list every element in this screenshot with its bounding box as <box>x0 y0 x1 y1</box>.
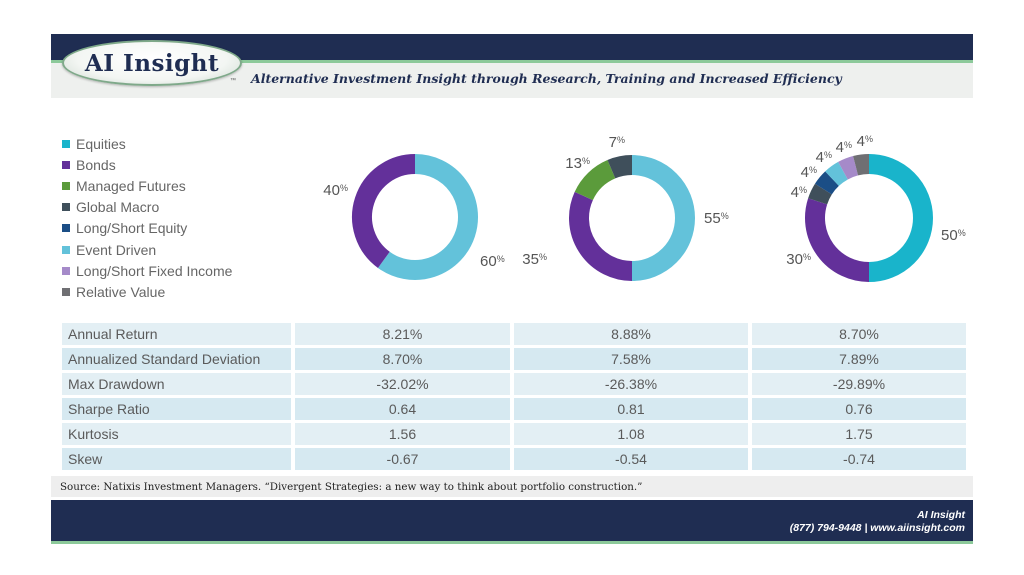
metric-value: 1.75 <box>752 423 970 448</box>
metric-value: 0.64 <box>295 398 514 423</box>
stats-table: Annual Return 8.21% 8.88% 8.70% Annualized S… <box>62 323 970 473</box>
donut-slice <box>607 155 633 179</box>
slice-data-label: 40% <box>323 182 348 199</box>
donut-chart-3: 50% 30% 4% 4% 4% 4% 4% <box>780 130 990 295</box>
donut-slice <box>808 183 833 205</box>
legend-item: Bonds <box>62 154 232 175</box>
slice-data-label: 50% <box>941 227 966 244</box>
metric-value: 1.08 <box>514 423 752 448</box>
ai-insight-logo: AI Insight <box>62 40 242 86</box>
legend-label: Equities <box>76 135 126 152</box>
slice-data-label: 4% <box>836 139 852 156</box>
metric-value: -0.67 <box>295 448 514 473</box>
legend-item: Long/Short Equity <box>62 218 232 239</box>
metric-name: Skew <box>62 448 295 473</box>
slice-data-label: 13% <box>565 155 590 172</box>
metric-value: -26.38% <box>514 373 752 398</box>
donut-chart-1: 60% 40% <box>323 145 540 300</box>
metric-value: 7.89% <box>752 348 970 373</box>
legend-label: Bonds <box>76 156 116 173</box>
legend-swatch <box>62 245 70 254</box>
source-citation: Source: Natixis Investment Managers. “Di… <box>51 476 973 497</box>
legend-item: Managed Futures <box>62 175 232 196</box>
slice-data-label: 4% <box>801 164 817 181</box>
slice-data-label: 4% <box>816 149 832 166</box>
footer-contact: (877) 794-9448 | www.aiinsight.com <box>789 522 965 534</box>
legend-item: Global Macro <box>62 197 232 218</box>
slice-data-label: 55% <box>704 210 729 227</box>
donut-slice <box>814 171 840 195</box>
donut-slice <box>352 154 416 268</box>
donut-slice <box>868 154 933 282</box>
legend-swatch <box>62 287 70 296</box>
metric-name: Sharpe Ratio <box>62 398 295 423</box>
legend-label: Event Driven <box>76 241 157 258</box>
slice-data-label: 35% <box>522 251 547 268</box>
legend-swatch <box>62 224 70 233</box>
table-row: Max Drawdown -32.02% -26.38% -29.89% <box>62 373 970 398</box>
table-row: Kurtosis 1.56 1.08 1.75 <box>62 423 970 448</box>
donut-slice <box>825 161 849 187</box>
footer-company: AI Insight <box>917 509 965 521</box>
chart-legend: Equities Bonds Managed Futures Global Macro… <box>62 133 232 303</box>
donut-svg: 55% 35% 13% 7% <box>522 134 729 281</box>
metric-value: -0.74 <box>752 448 970 473</box>
table-row: Annualized Standard Deviation 8.70% 7.58% 7… <box>62 348 970 373</box>
legend-swatch <box>62 203 70 212</box>
legend-label: Global Macro <box>76 199 160 216</box>
legend-item: Long/Short Fixed Income <box>62 260 232 281</box>
legend-swatch <box>62 139 70 148</box>
metric-value: 8.70% <box>752 323 970 348</box>
metric-name: Kurtosis <box>62 423 295 448</box>
footer: AI Insight (877) 794-9448 | www.aiinsigh… <box>51 500 973 541</box>
metric-value: -29.89% <box>752 373 970 398</box>
donut-svg: 50%30%4%4%4% 4% 4% <box>786 133 966 282</box>
slice-data-label: 60% <box>480 253 505 270</box>
donut-slice <box>631 155 695 281</box>
slice-data-label: 7% <box>609 134 625 151</box>
donut-slice <box>853 154 870 176</box>
legend-label: Relative Value <box>76 283 166 300</box>
donut-slice <box>569 191 633 281</box>
table-row: Sharpe Ratio 0.64 0.81 0.76 <box>62 398 970 423</box>
donut-chart-2: 55% 35% 13% 7% <box>522 130 760 295</box>
legend-swatch <box>62 181 70 190</box>
legend-item: Event Driven <box>62 239 232 260</box>
metric-value: 8.21% <box>295 323 514 348</box>
donut-svg: 60% 40% <box>323 154 505 280</box>
legend-swatch <box>62 160 70 169</box>
slice-data-label: 30% <box>786 251 811 268</box>
metric-value: -32.02% <box>295 373 514 398</box>
header-stripe <box>51 60 973 63</box>
legend-item: Relative Value <box>62 281 232 302</box>
donut-slice <box>574 159 616 201</box>
metric-value: 7.58% <box>514 348 752 373</box>
slice-data-label: 4% <box>857 133 873 150</box>
legend-label: Managed Futures <box>76 177 186 194</box>
metric-name: Annual Return <box>62 323 295 348</box>
metric-value: -0.54 <box>514 448 752 473</box>
metric-name: Max Drawdown <box>62 373 295 398</box>
logo-text: AI Insight <box>84 49 220 77</box>
metric-value: 8.70% <box>295 348 514 373</box>
metric-value: 0.76 <box>752 398 970 423</box>
slice-data-label: 4% <box>791 184 807 201</box>
legend-swatch <box>62 266 70 275</box>
legend-label: Long/Short Equity <box>76 220 188 237</box>
metric-name: Annualized Standard Deviation <box>62 348 295 373</box>
trademark-symbol: ™ <box>230 78 236 84</box>
tagline: Alternative Investment Insight through R… <box>251 71 842 86</box>
metric-value: 1.56 <box>295 423 514 448</box>
donut-slice <box>838 156 859 180</box>
table-row: Skew -0.67 -0.54 -0.74 <box>62 448 970 473</box>
metric-value: 0.81 <box>514 398 752 423</box>
legend-label: Long/Short Fixed Income <box>76 262 233 279</box>
footer-stripe <box>51 541 973 544</box>
metric-value: 8.88% <box>514 323 752 348</box>
legend-item: Equities <box>62 133 232 154</box>
donut-slice <box>805 198 870 282</box>
donut-slice <box>377 154 478 280</box>
table-row: Annual Return 8.21% 8.88% 8.70% <box>62 323 970 348</box>
